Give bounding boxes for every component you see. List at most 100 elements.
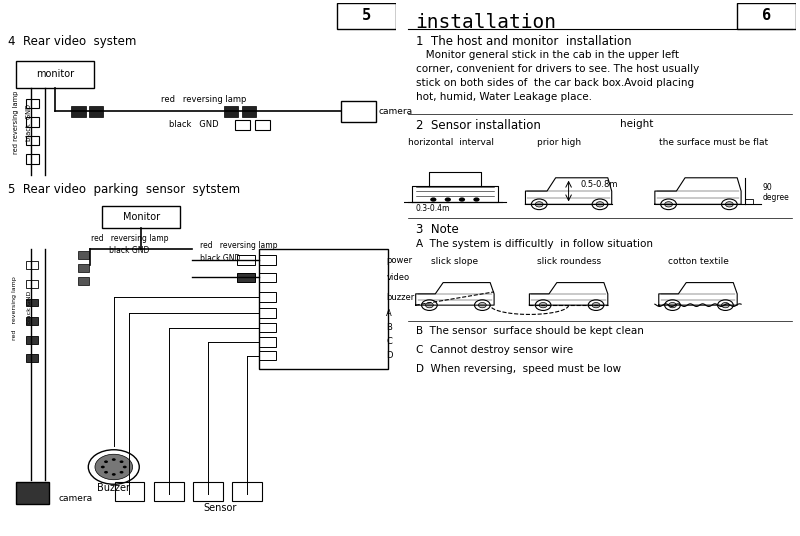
Text: red   reversing lamp: red reversing lamp	[161, 95, 246, 104]
Text: power: power	[386, 256, 413, 265]
Bar	[224, 106, 238, 117]
Bar	[238, 272, 255, 282]
Bar	[242, 106, 256, 117]
Bar	[78, 251, 90, 259]
Bar	[338, 3, 396, 29]
Bar	[78, 264, 90, 272]
Bar	[232, 481, 262, 502]
Text: monitor: monitor	[36, 69, 74, 79]
Bar	[89, 106, 103, 117]
Bar	[259, 249, 388, 369]
Circle shape	[430, 197, 437, 202]
Text: C: C	[386, 337, 392, 346]
Text: 1  The host and monitor  installation: 1 The host and monitor installation	[416, 34, 631, 48]
Text: 0.5-0.8m: 0.5-0.8m	[580, 180, 618, 189]
Text: A  The system is difficultly  in follow situation: A The system is difficultly in follow si…	[416, 239, 653, 249]
Bar	[26, 354, 38, 362]
Bar	[238, 255, 255, 265]
Circle shape	[459, 197, 465, 202]
Text: installation: installation	[416, 13, 557, 32]
Text: black GND: black GND	[200, 255, 241, 263]
Circle shape	[123, 466, 126, 468]
Bar	[154, 481, 183, 502]
Bar	[341, 101, 377, 122]
Bar	[78, 277, 90, 285]
Bar	[259, 337, 277, 347]
Circle shape	[119, 460, 123, 463]
Text: video: video	[386, 273, 410, 282]
Circle shape	[104, 471, 108, 474]
Text: D: D	[386, 351, 393, 360]
Text: Monitor: Monitor	[122, 212, 160, 222]
Text: buzzer: buzzer	[386, 293, 414, 302]
Circle shape	[426, 302, 434, 308]
Circle shape	[592, 302, 600, 308]
Bar	[26, 317, 38, 325]
Circle shape	[669, 302, 677, 308]
Text: D  When reversing,  speed must be low: D When reversing, speed must be low	[416, 363, 621, 374]
Text: A: A	[386, 309, 392, 318]
Circle shape	[722, 302, 730, 308]
Text: slick slope: slick slope	[431, 257, 478, 266]
Circle shape	[95, 454, 133, 480]
Text: black GND: black GND	[27, 291, 32, 324]
Circle shape	[596, 202, 604, 207]
Text: the surface must be flat: the surface must be flat	[658, 138, 768, 147]
Text: red   reversing lamp: red reversing lamp	[13, 276, 18, 340]
Text: 0.3-0.4m: 0.3-0.4m	[416, 204, 450, 213]
Text: horizontal  interval: horizontal interval	[408, 138, 494, 147]
Circle shape	[474, 197, 479, 202]
Bar	[26, 336, 38, 344]
Text: Buzzer: Buzzer	[98, 483, 130, 493]
Text: camera: camera	[59, 494, 93, 503]
Bar	[259, 293, 277, 302]
Bar	[26, 136, 39, 145]
Text: 5: 5	[362, 9, 371, 24]
Text: black  GND: black GND	[26, 103, 33, 140]
Bar	[26, 262, 38, 269]
Text: red   reversing lamp: red reversing lamp	[200, 241, 278, 250]
Text: black GND: black GND	[110, 247, 150, 256]
Text: red   reversing lamp: red reversing lamp	[90, 234, 168, 243]
Text: 3  Note: 3 Note	[416, 223, 458, 236]
Circle shape	[101, 466, 105, 468]
Circle shape	[665, 202, 673, 207]
Text: camera: camera	[378, 107, 413, 116]
Text: 2  Sensor installation: 2 Sensor installation	[416, 120, 541, 132]
Circle shape	[119, 471, 123, 474]
Text: red reversing lamp: red reversing lamp	[13, 91, 18, 154]
Bar	[259, 308, 277, 318]
Text: B: B	[386, 323, 392, 332]
Circle shape	[112, 458, 116, 461]
Circle shape	[539, 302, 547, 308]
Bar	[259, 272, 277, 282]
Text: B  The sensor  surface should be kept clean: B The sensor surface should be kept clea…	[416, 326, 643, 337]
Bar	[16, 481, 49, 504]
Circle shape	[112, 473, 116, 476]
Circle shape	[445, 197, 451, 202]
Text: height: height	[619, 120, 653, 129]
Text: cotton textile: cotton textile	[667, 257, 729, 266]
Bar	[26, 299, 38, 307]
Bar	[102, 206, 181, 228]
Bar	[235, 120, 250, 130]
Bar	[16, 61, 94, 87]
Bar	[26, 154, 39, 164]
Bar	[259, 323, 277, 332]
Bar	[259, 351, 277, 360]
Bar	[71, 106, 86, 117]
Circle shape	[104, 460, 108, 463]
Text: 5  Rear video  parking  sensor  sytstem: 5 Rear video parking sensor sytstem	[8, 183, 240, 196]
Text: Sensor: Sensor	[203, 503, 236, 513]
Text: 4  Rear video  system: 4 Rear video system	[8, 34, 136, 48]
Bar	[26, 117, 39, 127]
Bar	[26, 99, 39, 108]
Text: slick roundess: slick roundess	[537, 257, 601, 266]
Circle shape	[478, 302, 486, 308]
Text: black   GND: black GND	[169, 121, 218, 129]
Bar	[255, 120, 270, 130]
Bar	[745, 199, 753, 204]
Text: Monitor general stick in the cab in the upper left
corner, convenient for driver: Monitor general stick in the cab in the …	[416, 50, 699, 102]
Text: 6: 6	[762, 9, 771, 24]
Text: C  Cannot destroy sensor wire: C Cannot destroy sensor wire	[416, 345, 573, 355]
